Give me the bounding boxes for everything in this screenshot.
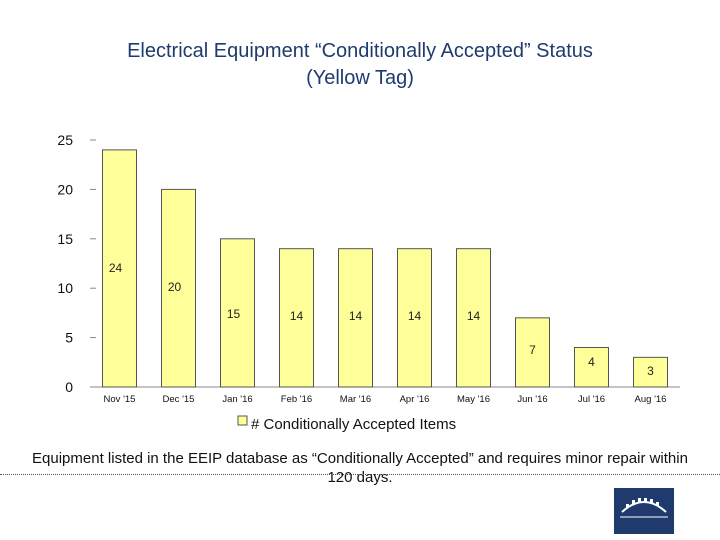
data-label: 14	[290, 309, 304, 323]
data-label: 24	[109, 261, 123, 275]
x-tick-label: Mar '16	[340, 394, 371, 405]
x-tick-label: Dec '15	[163, 394, 195, 405]
bar	[456, 248, 491, 388]
divider	[0, 474, 720, 475]
x-tick-label: Jan '16	[222, 394, 252, 405]
x-tick-label: Aug '16	[635, 394, 667, 405]
bars: 24 20 15 14 14 14 14 7 4 3	[102, 149, 668, 388]
data-label: 14	[467, 309, 481, 323]
bar	[633, 356, 668, 388]
data-label: 14	[408, 309, 422, 323]
x-tick-label: May '16	[457, 394, 490, 405]
bar	[279, 248, 314, 388]
bar	[220, 238, 255, 388]
y-tick-label: 10	[57, 280, 73, 296]
data-label: 20	[168, 280, 182, 294]
berkeley-lab-logo	[614, 488, 674, 534]
y-tick-label: 25	[57, 132, 73, 148]
chart-title: Electrical Equipment “Conditionally Acce…	[0, 38, 720, 92]
bar	[397, 248, 432, 388]
y-tick-label: 5	[65, 330, 73, 346]
legend: # Conditionally Accepted Items	[237, 415, 456, 433]
x-tick-label: Nov '15	[104, 394, 136, 405]
footnote: Equipment listed in the EEIP database as…	[32, 450, 688, 486]
x-tick-label: Jul '16	[578, 394, 605, 405]
y-tick-label: 0	[65, 379, 73, 395]
bar	[574, 346, 609, 388]
y-tick-label: 20	[57, 181, 73, 197]
legend-swatch	[237, 415, 248, 426]
x-tick-label: Feb '16	[281, 394, 312, 405]
bar	[338, 248, 373, 388]
data-label: 4	[588, 355, 595, 369]
y-tick-label: 15	[57, 231, 73, 247]
x-axis: Nov '15 Dec '15 Jan '16 Feb '16 Mar '16 Apr '…	[104, 394, 667, 405]
x-tick-label: Apr '16	[400, 394, 430, 405]
data-label: 14	[349, 309, 363, 323]
bar	[515, 317, 550, 388]
x-tick-label: Jun '16	[517, 394, 547, 405]
data-label: 7	[529, 343, 536, 357]
data-label: 3	[647, 364, 654, 378]
chart-title-line-1: Electrical Equipment “Conditionally Acce…	[127, 40, 593, 62]
legend-label: # Conditionally Accepted Items	[251, 416, 456, 433]
bar	[102, 149, 137, 388]
bar	[161, 188, 196, 388]
data-label: 15	[227, 307, 241, 321]
chart-title-line-2: (Yellow Tag)	[306, 67, 414, 89]
